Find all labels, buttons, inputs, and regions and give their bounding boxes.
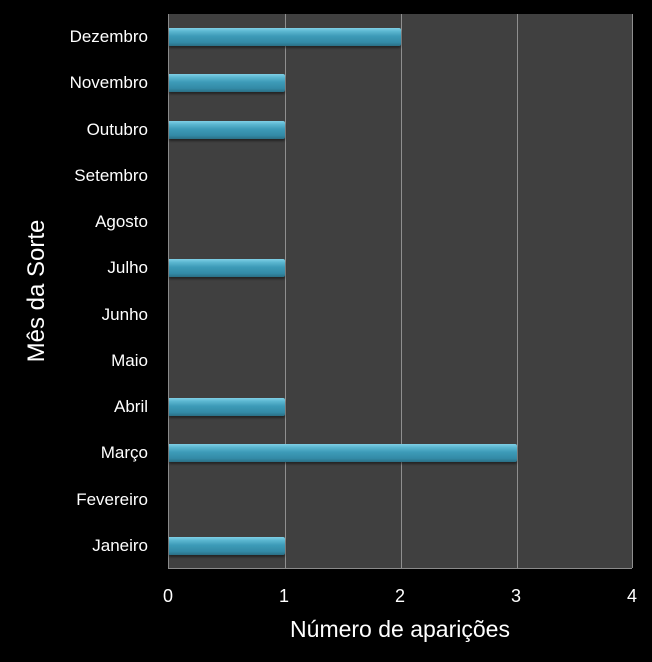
gridline [517,14,518,568]
x-tick-label: 0 [162,586,174,606]
bar [169,120,285,139]
bar [169,444,517,463]
y-tick-label: Fevereiro [76,489,148,509]
gridline [401,14,402,568]
gridline [285,14,286,568]
x-tick-label: 1 [278,586,290,606]
bar [169,259,285,278]
x-tick-label: 3 [510,586,522,606]
x-axis-title: Número de aparições [290,616,510,642]
x-tick-label: 4 [626,586,638,606]
y-tick-label: Junho [101,304,148,324]
y-tick-label: Abril [113,397,148,417]
gridline [632,14,633,568]
x-tick-label: 2 [394,586,406,606]
bar [169,536,285,555]
y-tick-label: Janeiro [92,535,148,555]
y-tick-label: Julho [107,258,148,278]
bar [169,74,285,93]
y-tick-label: Setembro [74,165,148,185]
plot-area [168,14,633,569]
y-tick-label: Agosto [95,212,148,232]
y-tick-label: Março [100,443,148,463]
bar [169,28,401,47]
y-axis-title: Mês da Sorte [23,219,50,363]
y-tick-label: Outubro [86,119,148,139]
y-tick-label: Dezembro [69,27,148,47]
y-tick-label: Maio [111,350,148,370]
bar [169,398,285,417]
y-tick-label: Novembro [69,73,148,93]
